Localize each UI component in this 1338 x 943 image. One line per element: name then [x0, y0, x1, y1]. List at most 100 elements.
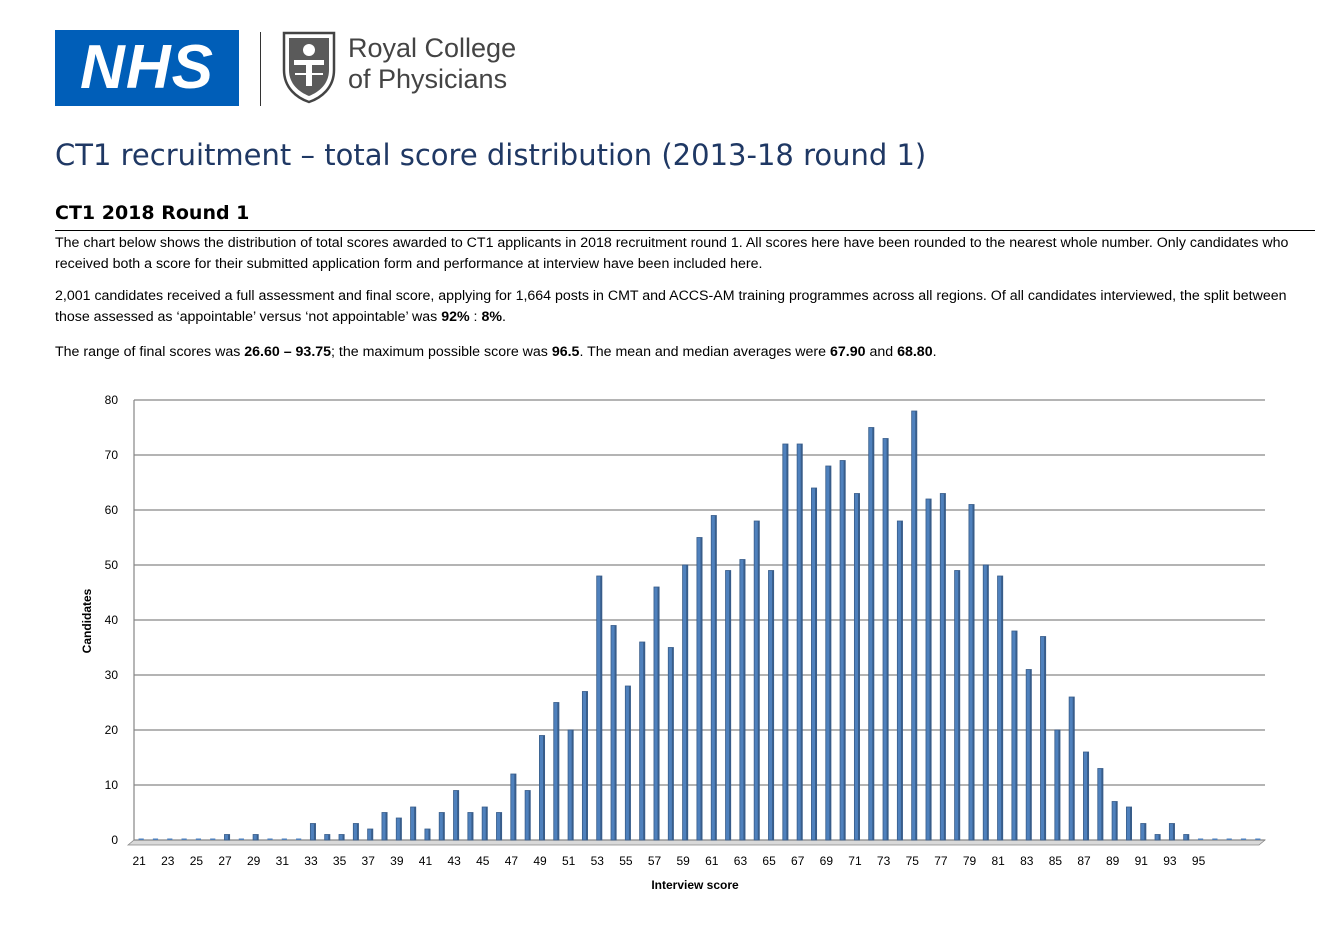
- y-tick-label: 80: [105, 393, 119, 407]
- rcp-name-line2: of Physicians: [348, 64, 508, 94]
- bar: [667, 647, 674, 841]
- bar: [424, 828, 431, 841]
- x-tick-label: 47: [505, 854, 519, 868]
- x-tick-label: 37: [362, 854, 376, 868]
- intro-paragraph: The chart below shows the distribution o…: [55, 235, 1289, 272]
- x-tick-label: 23: [161, 854, 175, 868]
- bar: [395, 817, 402, 841]
- appointable-percent: 92%: [441, 309, 470, 325]
- x-tick-label: 77: [934, 854, 948, 868]
- x-tick-label: 53: [591, 854, 605, 868]
- bar: [768, 570, 775, 841]
- score-range: 26.60 – 93.75: [244, 344, 332, 360]
- rcp-crest-icon: [282, 31, 336, 104]
- para2-text-c: :: [469, 309, 482, 325]
- bar: [195, 838, 202, 840]
- bar: [868, 427, 875, 841]
- x-tick-label: 67: [791, 854, 805, 868]
- bar: [1212, 838, 1218, 840]
- x-tick-label: 61: [705, 854, 719, 868]
- bar: [381, 812, 388, 841]
- bar: [524, 790, 531, 841]
- bar: [825, 465, 832, 841]
- bar: [481, 806, 488, 841]
- bar: [782, 443, 789, 841]
- bar: [1097, 768, 1104, 841]
- x-tick-label: 55: [619, 854, 633, 868]
- x-tick-label: 81: [991, 854, 1005, 868]
- bar: [997, 575, 1004, 841]
- x-tick-label: 45: [476, 854, 490, 868]
- bar: [1083, 751, 1090, 841]
- bar: [1255, 838, 1261, 840]
- bar: [181, 838, 187, 840]
- bar: [267, 838, 273, 840]
- bar: [753, 520, 760, 841]
- bar: [968, 504, 975, 841]
- x-tick-label: 71: [848, 854, 862, 868]
- para3-text-g: and: [865, 344, 898, 360]
- bar: [811, 487, 818, 841]
- bar: [1226, 838, 1232, 840]
- bar: [1040, 636, 1047, 841]
- x-tick-label: 69: [820, 854, 834, 868]
- x-tick-label: 41: [419, 854, 433, 868]
- y-tick-label: 70: [105, 448, 119, 462]
- bar: [925, 498, 932, 841]
- bar: [581, 691, 588, 841]
- grid-layer: [126, 399, 1267, 846]
- x-tick-label: 83: [1020, 854, 1034, 868]
- bar: [1197, 838, 1204, 840]
- bar: [911, 410, 918, 841]
- bar: [725, 570, 732, 841]
- y-tick-label: 60: [105, 503, 119, 517]
- bar: [1111, 801, 1118, 841]
- bar: [467, 812, 474, 841]
- y-tick-label: 50: [105, 558, 119, 572]
- bar: [238, 838, 244, 840]
- bar: [367, 828, 374, 841]
- para3-text-a: The range of final scores was: [55, 344, 245, 360]
- bar: [510, 773, 517, 841]
- bar: [896, 520, 903, 841]
- x-tick-label: 43: [447, 854, 461, 868]
- logo-row: NHS Royal College of Physicians: [55, 30, 655, 108]
- bar: [653, 586, 660, 841]
- logo-divider: [260, 32, 261, 106]
- section-rule: [55, 230, 1315, 231]
- bar: [610, 625, 617, 841]
- bar: [496, 812, 503, 841]
- x-tick-label: 73: [877, 854, 891, 868]
- bar: [739, 559, 746, 841]
- page-title: CT1 recruitment – total score distributi…: [55, 138, 927, 172]
- bar: [1068, 696, 1075, 841]
- x-tick-label: 87: [1077, 854, 1091, 868]
- x-tick-label: 21: [132, 854, 146, 868]
- x-tick-label: 85: [1049, 854, 1063, 868]
- bar: [1011, 630, 1018, 841]
- bar: [1240, 838, 1247, 840]
- bar: [309, 823, 316, 841]
- x-tick-label: 75: [906, 854, 920, 868]
- mean-score: 67.90: [830, 344, 866, 360]
- bar: [539, 735, 546, 841]
- median-score: 68.80: [897, 344, 933, 360]
- x-tick-label: 93: [1163, 854, 1177, 868]
- bar: [596, 575, 603, 841]
- y-tick-label: 40: [105, 613, 119, 627]
- para3-text-e: . The mean and median averages were: [579, 344, 830, 360]
- nhs-logo: NHS: [55, 30, 239, 106]
- bar: [438, 812, 445, 841]
- bar: [224, 834, 231, 841]
- bar: [624, 685, 631, 841]
- bar: [1140, 823, 1147, 841]
- x-tick-label: 51: [562, 854, 576, 868]
- x-tick-label: 49: [533, 854, 547, 868]
- y-tick-label: 30: [105, 668, 119, 682]
- rcp-name: Royal College of Physicians: [348, 33, 516, 95]
- bar: [567, 729, 574, 841]
- x-tick-label: 91: [1135, 854, 1149, 868]
- bar: [410, 806, 417, 841]
- bar: [796, 443, 803, 841]
- y-tick-label: 10: [105, 778, 119, 792]
